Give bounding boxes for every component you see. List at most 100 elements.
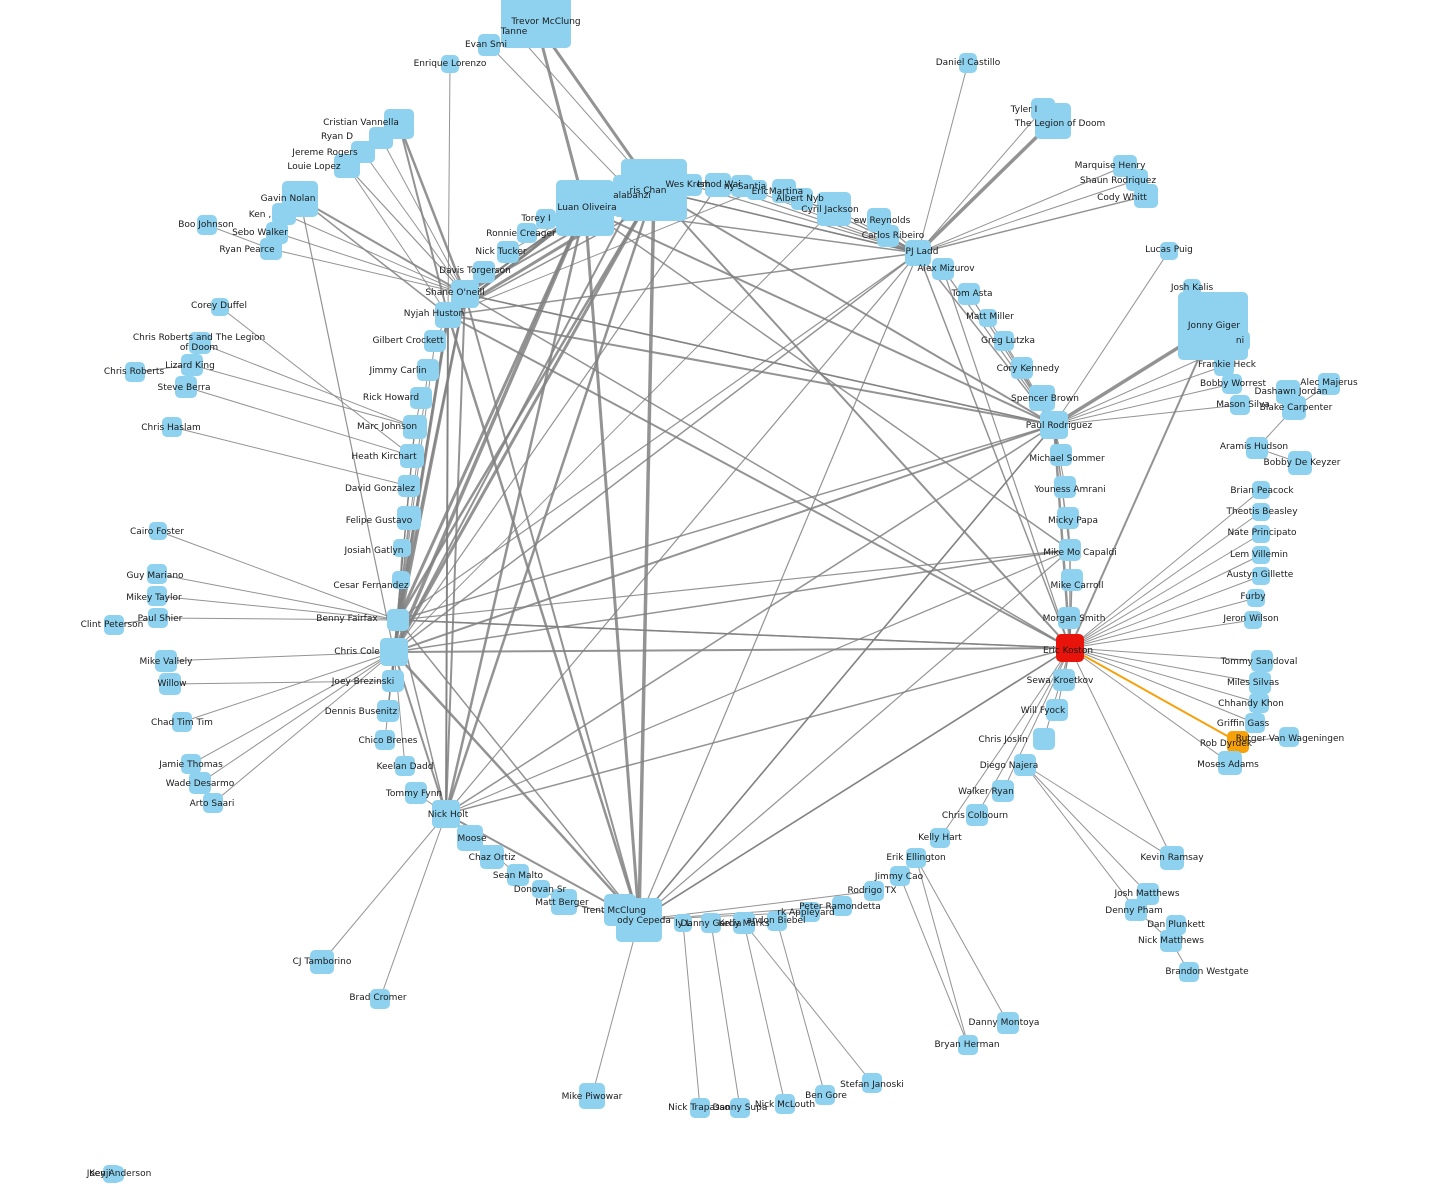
graph-node[interactable] xyxy=(979,309,997,327)
graph-node[interactable] xyxy=(147,564,167,584)
graph-node[interactable] xyxy=(395,756,415,776)
graph-node[interactable] xyxy=(705,173,731,197)
graph-node[interactable] xyxy=(334,154,360,178)
graph-node[interactable] xyxy=(203,793,223,813)
graph-node[interactable] xyxy=(674,914,692,932)
graph-node[interactable] xyxy=(377,700,399,722)
graph-node[interactable] xyxy=(1230,331,1250,351)
graph-node[interactable] xyxy=(1230,395,1250,415)
graph-node[interactable] xyxy=(1227,731,1249,753)
graph-node[interactable] xyxy=(397,506,421,530)
graph-node[interactable] xyxy=(1035,103,1071,139)
graph-node[interactable] xyxy=(579,1083,605,1109)
graph-node[interactable] xyxy=(1218,751,1242,775)
graph-node[interactable] xyxy=(959,53,977,73)
graph-node[interactable] xyxy=(1050,444,1072,466)
graph-node[interactable] xyxy=(1282,396,1306,420)
graph-node[interactable] xyxy=(1160,930,1182,952)
graph-node[interactable] xyxy=(211,298,229,316)
graph-node[interactable] xyxy=(1160,846,1184,870)
graph-node[interactable] xyxy=(149,522,167,540)
graph-node[interactable] xyxy=(1058,607,1080,629)
graph-node[interactable] xyxy=(791,188,813,210)
graph-node[interactable] xyxy=(387,609,409,631)
graph-node[interactable] xyxy=(997,1012,1019,1034)
graph-node[interactable] xyxy=(1011,357,1033,379)
graph-node[interactable] xyxy=(1056,634,1084,662)
graph-node[interactable] xyxy=(733,912,755,934)
graph-node[interactable] xyxy=(478,34,500,56)
graph-node[interactable] xyxy=(1252,503,1270,521)
graph-node[interactable] xyxy=(690,1098,710,1118)
graph-node[interactable] xyxy=(1288,451,1312,475)
graph-node[interactable] xyxy=(877,225,899,247)
graph-node[interactable] xyxy=(435,302,461,328)
graph-node[interactable] xyxy=(994,331,1014,351)
graph-node[interactable] xyxy=(932,258,954,280)
graph-node[interactable] xyxy=(1053,669,1075,691)
graph-node[interactable] xyxy=(398,475,420,497)
graph-node[interactable] xyxy=(155,650,177,672)
graph-node[interactable] xyxy=(532,880,550,898)
graph-node[interactable] xyxy=(104,615,124,635)
graph-node[interactable] xyxy=(556,180,614,236)
graph-node[interactable] xyxy=(992,780,1014,802)
graph-node[interactable] xyxy=(1318,373,1340,395)
graph-node[interactable] xyxy=(181,754,201,774)
graph-node[interactable] xyxy=(1033,728,1055,750)
graph-node[interactable] xyxy=(775,1094,795,1114)
graph-node[interactable] xyxy=(480,845,504,869)
graph-node[interactable] xyxy=(1214,356,1234,376)
graph-node[interactable] xyxy=(1029,385,1055,411)
graph-node[interactable] xyxy=(1059,539,1081,561)
graph-node[interactable] xyxy=(380,638,408,666)
graph-node[interactable] xyxy=(1252,525,1270,543)
graph-node[interactable] xyxy=(403,415,427,439)
graph-node[interactable] xyxy=(181,354,203,376)
graph-node[interactable] xyxy=(1040,411,1068,439)
graph-node[interactable] xyxy=(730,1098,750,1118)
graph-node[interactable] xyxy=(800,902,820,922)
graph-node[interactable] xyxy=(815,1085,835,1105)
graph-node[interactable] xyxy=(503,21,529,45)
graph-node[interactable] xyxy=(197,215,217,235)
graph-node[interactable] xyxy=(393,539,411,557)
graph-node[interactable] xyxy=(432,800,460,828)
graph-node[interactable] xyxy=(966,804,988,826)
graph-node[interactable] xyxy=(536,209,556,229)
graph-node[interactable] xyxy=(1252,567,1270,585)
graph-node[interactable] xyxy=(551,889,577,915)
graph-node[interactable] xyxy=(1046,699,1068,721)
graph-node[interactable] xyxy=(1014,754,1036,776)
graph-node[interactable] xyxy=(1247,589,1265,607)
graph-node[interactable] xyxy=(189,332,211,354)
graph-node[interactable] xyxy=(905,240,931,266)
graph-node[interactable] xyxy=(1251,650,1273,672)
graph-node[interactable] xyxy=(1179,962,1199,982)
graph-node[interactable] xyxy=(410,387,432,409)
graph-node[interactable] xyxy=(832,896,852,916)
graph-node[interactable] xyxy=(517,223,537,243)
graph-node[interactable] xyxy=(400,444,424,468)
graph-node[interactable] xyxy=(1134,184,1158,208)
graph-node[interactable] xyxy=(441,55,459,73)
graph-node[interactable] xyxy=(148,608,168,628)
graph-node[interactable] xyxy=(159,673,181,695)
graph-node[interactable] xyxy=(1160,242,1178,260)
graph-node[interactable] xyxy=(310,950,334,974)
graph-node[interactable] xyxy=(405,782,427,804)
graph-node[interactable] xyxy=(1252,546,1270,564)
graph-node[interactable] xyxy=(375,730,395,750)
graph-node[interactable] xyxy=(1125,899,1147,921)
graph-node[interactable] xyxy=(890,866,910,886)
graph-node[interactable] xyxy=(1057,507,1079,529)
graph-node[interactable] xyxy=(958,283,980,305)
graph-node[interactable] xyxy=(382,670,404,692)
graph-node[interactable] xyxy=(747,180,767,200)
graph-node[interactable] xyxy=(189,772,211,794)
graph-node[interactable] xyxy=(473,261,495,283)
graph-node[interactable] xyxy=(172,712,192,732)
graph-node[interactable] xyxy=(1252,481,1270,499)
graph-node[interactable] xyxy=(1245,713,1265,733)
graph-node[interactable] xyxy=(958,1035,978,1055)
